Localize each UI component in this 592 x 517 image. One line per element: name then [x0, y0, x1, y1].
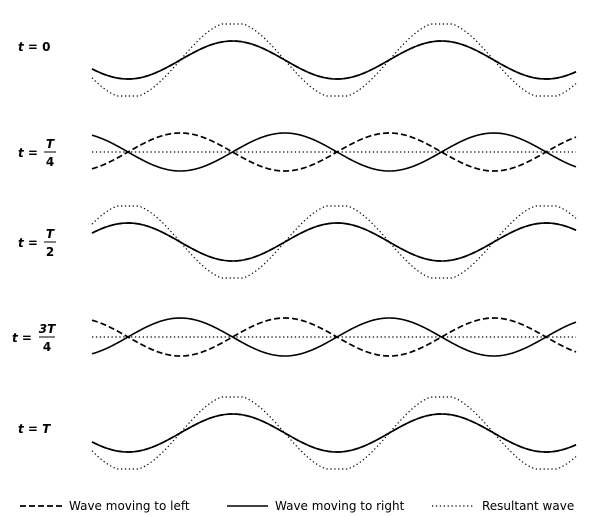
- wave-row: [91, 317, 577, 357]
- wave-resultant-curve: [91, 205, 577, 279]
- legend-label-left-wave: Wave moving to left: [69, 499, 190, 513]
- svg-text:t = 0: t = 0: [18, 40, 51, 54]
- wave-curves: [91, 23, 577, 470]
- wave-row: [91, 132, 577, 172]
- label-numerator: 3T: [39, 322, 56, 336]
- label-value: T: [42, 422, 51, 436]
- label-t: t: [18, 40, 25, 54]
- wave-left-curve: [91, 317, 577, 357]
- svg-text:t =: t =: [18, 236, 38, 250]
- label-denominator: 4: [46, 155, 54, 169]
- legend-label-right-wave: Wave moving to right: [275, 499, 405, 513]
- svg-text:t =: t =: [12, 331, 32, 345]
- row-label-t-half: t = T 2: [18, 227, 56, 259]
- wave-right-curve: [91, 222, 577, 262]
- label-numerator: T: [46, 137, 55, 151]
- svg-text:t = T: t = T: [18, 422, 51, 436]
- wave-resultant-curve: [91, 23, 577, 97]
- legend-item-right-wave: Wave moving to right: [227, 499, 405, 513]
- wave-row: [91, 23, 577, 97]
- label-eq: =: [24, 40, 42, 54]
- label-denominator: 2: [46, 245, 54, 259]
- legend-label-resultant: Resultant wave: [482, 499, 574, 513]
- wave-left-curve: [91, 413, 577, 453]
- label-value: 0: [42, 40, 50, 54]
- legend-item-resultant: Resultant wave: [432, 499, 574, 513]
- label-denominator: 4: [43, 340, 51, 354]
- wave-resultant-curve: [91, 396, 577, 470]
- row-label-tT: t = T: [18, 422, 51, 436]
- row-label-t-three-quarter: t = 3T 4: [12, 322, 56, 354]
- row-label-t-quarter: t = T 4: [18, 137, 56, 169]
- wave-right-curve: [91, 132, 577, 172]
- row-label-t0: t = 0: [18, 40, 51, 54]
- wave-left-curve: [91, 222, 577, 262]
- wave-right-curve: [91, 413, 577, 453]
- wave-left-curve: [91, 40, 577, 80]
- wave-row: [91, 396, 577, 470]
- legend: Wave moving to left Wave moving to right…: [20, 499, 574, 513]
- wave-right-curve: [91, 317, 577, 357]
- wave-right-curve: [91, 40, 577, 80]
- svg-text:t =: t =: [18, 146, 38, 160]
- label-numerator: T: [46, 227, 55, 241]
- wave-left-curve: [91, 132, 577, 172]
- wave-row: [91, 205, 577, 279]
- legend-item-left-wave: Wave moving to left: [20, 499, 190, 513]
